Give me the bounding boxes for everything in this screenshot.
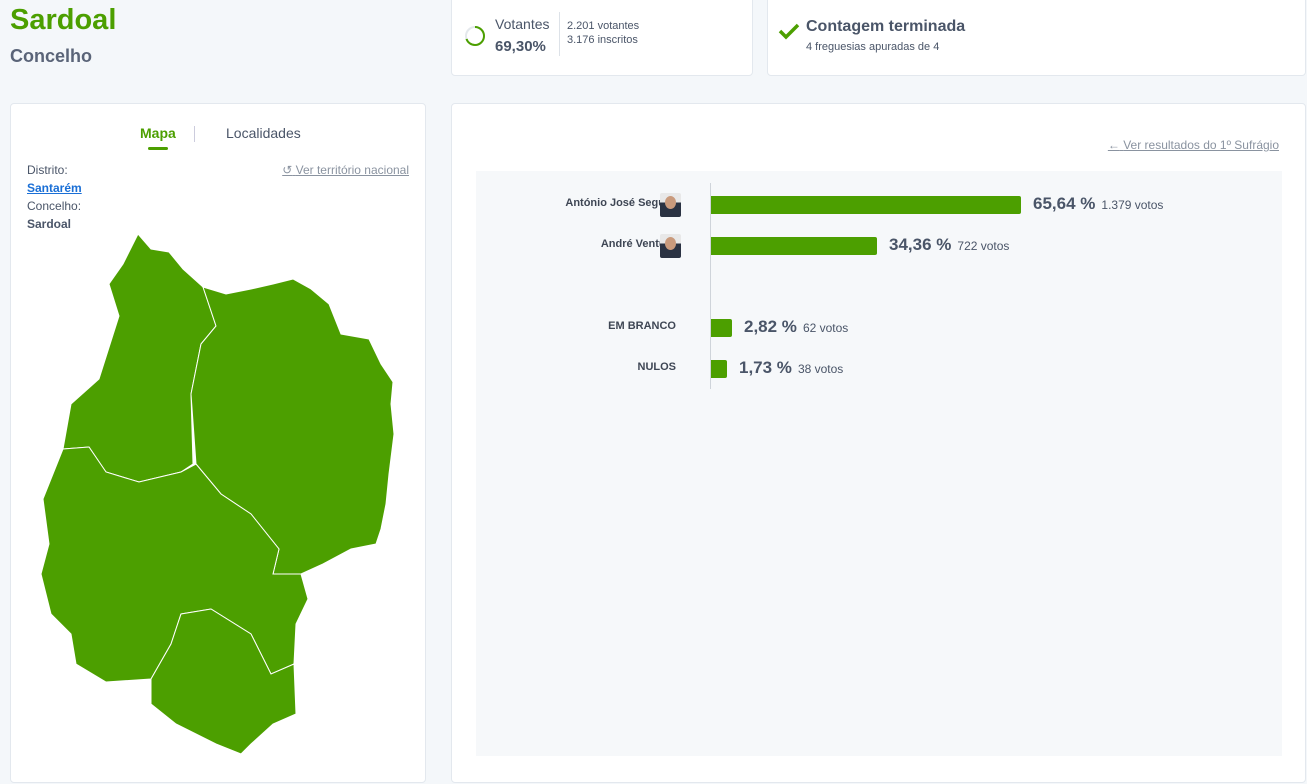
results-chart: António José Seguro 65,64 % 1.379 votos And…: [476, 171, 1282, 756]
candidate-name: André Ventura: [600, 238, 676, 250]
municipality-map: [40, 233, 395, 755]
result-bar: [711, 237, 877, 255]
candidate-name: António José Seguro: [565, 197, 676, 209]
result-bar: [711, 360, 727, 378]
result-row: António José Seguro 65,64 % 1.379 votos: [476, 193, 1276, 217]
municipality-value: Sardoal: [27, 217, 72, 231]
divider: [194, 126, 195, 142]
results-panel: ← Ver resultados do 1º Sufrágio António …: [451, 103, 1306, 783]
first-round-label: Ver resultados do 1º Sufrágio: [1123, 138, 1279, 152]
voters-count: 2.201 votantes: [567, 20, 640, 32]
parish-south[interactable]: [150, 608, 297, 755]
result-row: NULOS 1,73 % 38 votos: [476, 357, 1276, 379]
reset-icon: ↺: [282, 163, 293, 177]
national-territory-link[interactable]: ↺ Ver território nacional: [282, 163, 409, 177]
result-votes: 38 votos: [797, 362, 844, 376]
candidate-avatar: [660, 234, 681, 258]
result-votes: 722 votos: [957, 239, 1010, 253]
result-row: André Ventura 34,36 % 722 votos: [476, 234, 1276, 258]
divider: [559, 12, 560, 56]
first-round-link[interactable]: ← Ver resultados do 1º Sufrágio: [1108, 138, 1279, 152]
check-icon: [778, 23, 800, 40]
result-row: EM BRANCO 2,82 % 62 votos: [476, 316, 1276, 338]
national-territory-label: Ver território nacional: [295, 163, 409, 177]
count-status-detail: 4 freguesias apuradas de 4: [806, 41, 940, 53]
district-link[interactable]: Santarém: [27, 181, 82, 195]
result-percent: 2,82 %: [744, 317, 797, 336]
result-bar: [711, 196, 1021, 214]
candidate-name: EM BRANCO: [608, 320, 676, 332]
chart-axis: [710, 183, 711, 389]
map-panel: Mapa Localidades ↺ Ver território nacion…: [10, 103, 426, 783]
result-votes: 62 votos: [802, 321, 849, 335]
result-percent: 34,36 %: [889, 235, 952, 254]
candidate-avatar: [660, 193, 681, 217]
result-percent: 65,64 %: [1033, 194, 1096, 213]
result-percent: 1,73 %: [739, 358, 792, 377]
tab-map[interactable]: Mapa: [140, 125, 176, 150]
candidate-name: NULOS: [637, 361, 677, 373]
district-label: Distrito:: [27, 163, 68, 177]
registered-count: 3.176 inscritos: [567, 34, 638, 46]
count-status-title: Contagem terminada: [806, 18, 966, 35]
tab-localities[interactable]: Localidades: [226, 125, 301, 141]
result-votes: 1.379 votos: [1101, 198, 1164, 212]
turnout-label: Votantes: [495, 16, 550, 32]
parish-north-west[interactable]: [62, 233, 217, 483]
count-status-card: Contagem terminada 4 freguesias apuradas…: [767, 0, 1306, 76]
page-title: Sardoal: [10, 4, 117, 36]
result-bar: [711, 319, 732, 337]
arrow-left-icon: ←: [1107, 138, 1120, 152]
turnout-percent: 69,30%: [495, 38, 546, 55]
turnout-ring-icon: [465, 26, 485, 46]
page-subtitle: Concelho: [10, 46, 93, 66]
turnout-card: Votantes 69,30% 2.201 votantes 3.176 ins…: [451, 0, 753, 76]
municipality-label: Concelho:: [27, 199, 82, 213]
